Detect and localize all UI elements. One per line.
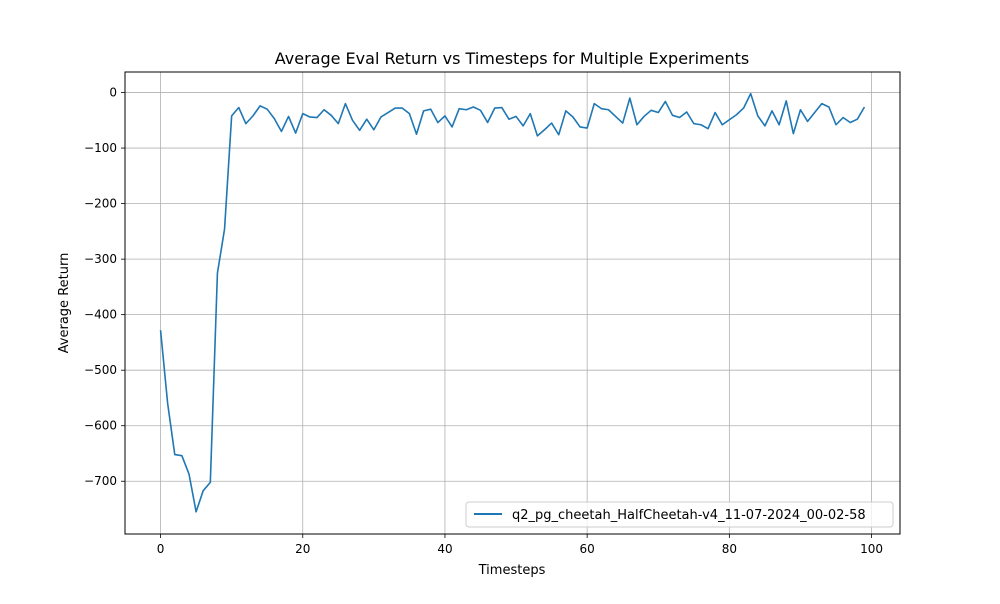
legend: q2_pg_cheetah_HalfCheetah-v4_11-07-2024_…: [465, 501, 894, 528]
y-tick-label: −700: [84, 474, 117, 488]
legend-box: [465, 501, 894, 528]
y-tick-label: −200: [84, 197, 117, 211]
y-axis-label: Average Return: [57, 253, 72, 354]
x-tick-label: 20: [295, 542, 310, 556]
x-axis-label: Timesteps: [478, 563, 546, 578]
y-tick-label: −300: [84, 252, 117, 266]
y-tick-label: −500: [84, 363, 117, 377]
x-tick-label: 0: [157, 542, 165, 556]
chart-title: Average Eval Return vs Timesteps for Mul…: [275, 49, 749, 68]
y-tick-label: −600: [84, 419, 117, 433]
x-tick-label: 60: [580, 542, 595, 556]
x-axis: 0 20 40 60 80 100: [157, 534, 883, 556]
x-tick-label: 100: [860, 542, 883, 556]
series-layer: [159, 92, 866, 513]
legend-label: q2_pg_cheetah_HalfCheetah-v4_11-07-2024_…: [512, 508, 866, 523]
x-tick-label: 80: [722, 542, 737, 556]
y-tick-label: −100: [84, 141, 117, 155]
series-line: [159, 92, 866, 513]
grid: [125, 72, 900, 534]
y-tick-label: −400: [84, 308, 117, 322]
plot-frame: [124, 71, 901, 535]
x-tick-label: 40: [437, 542, 452, 556]
y-tick-label: 0: [109, 86, 117, 100]
y-axis: 0 −100 −200 −300 −400 −500 −600 −700: [84, 86, 125, 488]
